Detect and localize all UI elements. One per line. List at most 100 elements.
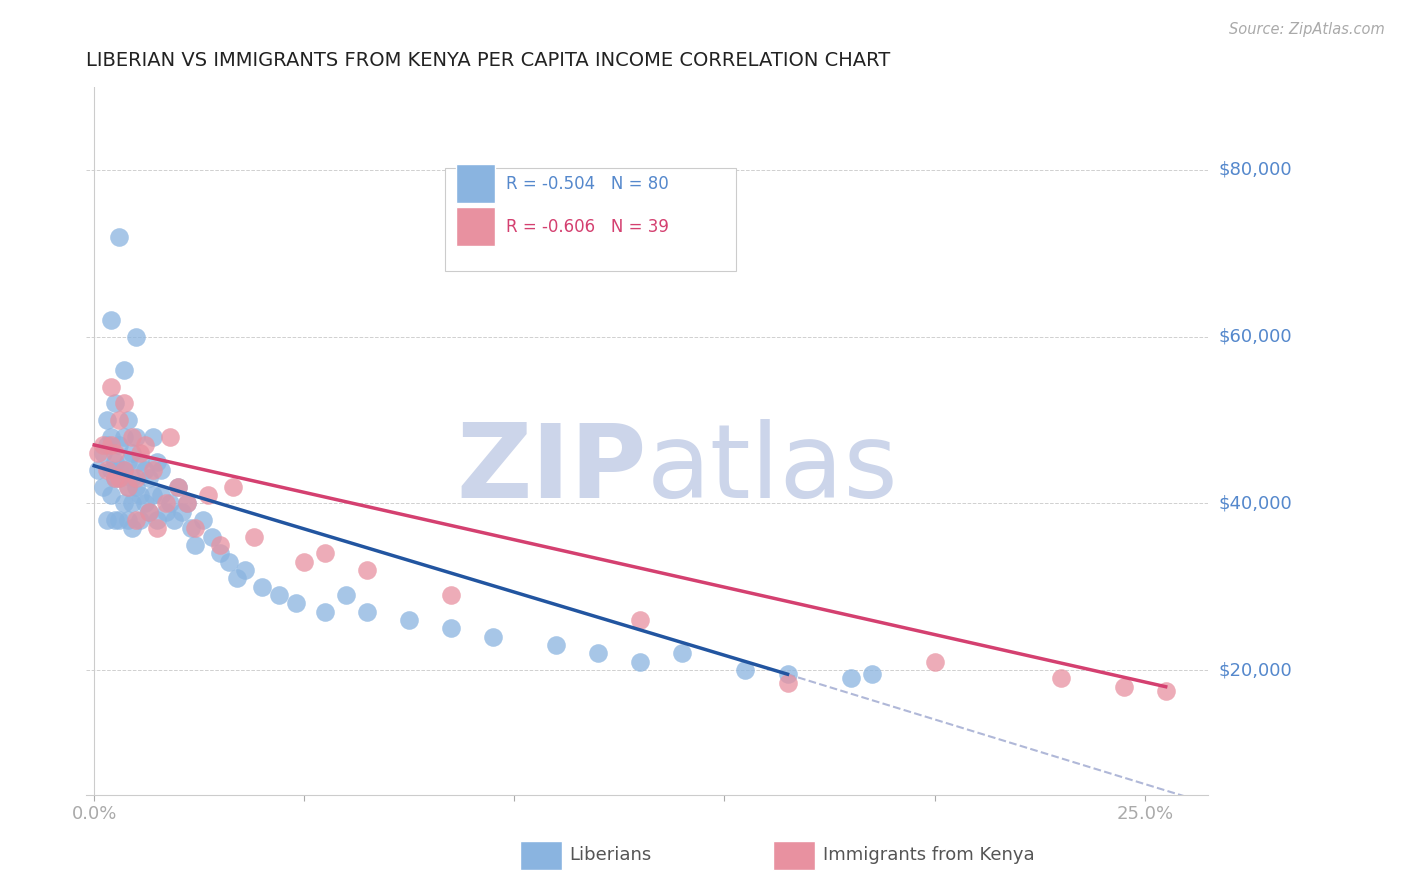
Point xyxy=(100,379,122,393)
Point xyxy=(292,555,315,569)
Point xyxy=(924,655,946,669)
Point xyxy=(129,446,152,460)
Point xyxy=(129,455,152,469)
Point xyxy=(96,438,118,452)
Point xyxy=(100,488,122,502)
Point xyxy=(184,538,207,552)
FancyBboxPatch shape xyxy=(456,207,495,246)
Point xyxy=(108,513,131,527)
Point xyxy=(104,513,127,527)
Text: ZIP: ZIP xyxy=(457,418,647,520)
Point xyxy=(176,496,198,510)
Point xyxy=(1049,671,1071,685)
Point xyxy=(91,480,114,494)
Text: $40,000: $40,000 xyxy=(1219,494,1292,512)
Point xyxy=(252,580,274,594)
Point xyxy=(87,463,110,477)
Point xyxy=(235,563,257,577)
Point xyxy=(112,463,135,477)
Text: Source: ZipAtlas.com: Source: ZipAtlas.com xyxy=(1229,22,1385,37)
Point xyxy=(112,363,135,377)
Point xyxy=(167,480,190,494)
Point xyxy=(104,455,127,469)
Text: $80,000: $80,000 xyxy=(1219,161,1292,179)
Point xyxy=(142,488,165,502)
Point xyxy=(734,663,756,677)
Text: Immigrants from Kenya: Immigrants from Kenya xyxy=(823,847,1035,864)
Point xyxy=(121,521,143,535)
Point xyxy=(1112,680,1135,694)
Point xyxy=(150,488,173,502)
Point xyxy=(314,546,336,560)
Point xyxy=(209,538,232,552)
Point xyxy=(159,429,181,443)
Point xyxy=(112,396,135,410)
Point xyxy=(129,513,152,527)
Point xyxy=(314,605,336,619)
Point xyxy=(108,413,131,427)
Point xyxy=(112,463,135,477)
Point xyxy=(125,429,148,443)
Point xyxy=(209,546,232,560)
Point xyxy=(108,229,131,244)
Text: $20,000: $20,000 xyxy=(1219,661,1292,679)
Point xyxy=(839,671,862,685)
Point xyxy=(108,463,131,477)
Point xyxy=(91,438,114,452)
Point xyxy=(226,571,249,585)
Point xyxy=(100,438,122,452)
Text: LIBERIAN VS IMMIGRANTS FROM KENYA PER CAPITA INCOME CORRELATION CHART: LIBERIAN VS IMMIGRANTS FROM KENYA PER CA… xyxy=(86,51,890,70)
Point xyxy=(117,413,139,427)
Point xyxy=(150,463,173,477)
Point xyxy=(630,613,652,627)
Point xyxy=(776,667,799,681)
Point xyxy=(482,630,505,644)
Point xyxy=(129,488,152,502)
Point xyxy=(356,605,378,619)
Point xyxy=(197,488,219,502)
Point xyxy=(117,513,139,527)
Point xyxy=(860,667,883,681)
Point xyxy=(100,429,122,443)
Point xyxy=(100,313,122,327)
Point xyxy=(134,496,156,510)
Point xyxy=(1154,684,1177,698)
Point xyxy=(125,471,148,485)
Point xyxy=(125,329,148,343)
Point xyxy=(138,505,160,519)
Point xyxy=(125,480,148,494)
Point xyxy=(121,496,143,510)
Point xyxy=(134,463,156,477)
Point xyxy=(142,463,165,477)
Point xyxy=(243,530,266,544)
Point xyxy=(155,496,177,510)
Point xyxy=(218,555,240,569)
Point xyxy=(112,429,135,443)
Point xyxy=(440,621,463,635)
Point xyxy=(193,513,215,527)
Point xyxy=(117,480,139,494)
Point xyxy=(108,438,131,452)
Point xyxy=(671,646,693,660)
Point xyxy=(121,446,143,460)
Point xyxy=(776,675,799,690)
Point xyxy=(138,471,160,485)
FancyBboxPatch shape xyxy=(456,164,495,203)
Point xyxy=(125,513,148,527)
Point xyxy=(172,505,194,519)
Text: $60,000: $60,000 xyxy=(1219,327,1292,345)
Point xyxy=(96,413,118,427)
Point xyxy=(146,455,169,469)
Point xyxy=(180,521,202,535)
Point xyxy=(117,480,139,494)
Point xyxy=(138,505,160,519)
Point xyxy=(155,505,177,519)
Text: R = -0.504   N = 80: R = -0.504 N = 80 xyxy=(506,176,669,194)
Point xyxy=(112,496,135,510)
Text: atlas: atlas xyxy=(647,418,898,520)
Point xyxy=(104,471,127,485)
Point xyxy=(104,396,127,410)
Point xyxy=(284,596,307,610)
Point xyxy=(335,588,357,602)
Point xyxy=(121,429,143,443)
